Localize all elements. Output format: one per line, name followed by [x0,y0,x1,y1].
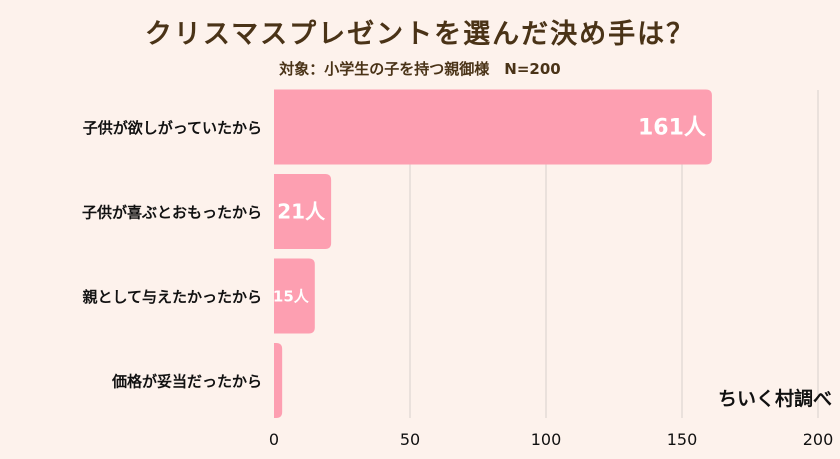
bar [274,174,332,249]
category-label: 子供が欲しがっていたから [83,119,262,137]
source-note: ちいく村調べ [717,388,832,410]
category-label: 親として与えたかったから [82,288,262,306]
chart-subtitle: 対象：小学生の子を持つ親御様 N=200 [279,60,561,78]
category-label: 子供が喜ぶとおもったから [82,204,262,222]
bar [274,89,712,165]
bar [274,258,315,334]
x-tick-label: 0 [269,430,279,449]
x-tick-label: 150 [667,430,698,449]
bar [274,343,283,418]
data-label: 15人 [273,287,310,305]
x-tick-label: 50 [400,430,420,449]
data-label: 161人 [638,116,706,141]
x-tick-label: 200 [803,430,834,449]
data-label: 21人 [277,200,326,224]
x-tick-label: 100 [531,430,562,449]
category-label: 価格が妥当だったから [111,373,262,391]
chart-title: クリスマスプレゼントを選んだ決め手は？ [144,19,696,50]
